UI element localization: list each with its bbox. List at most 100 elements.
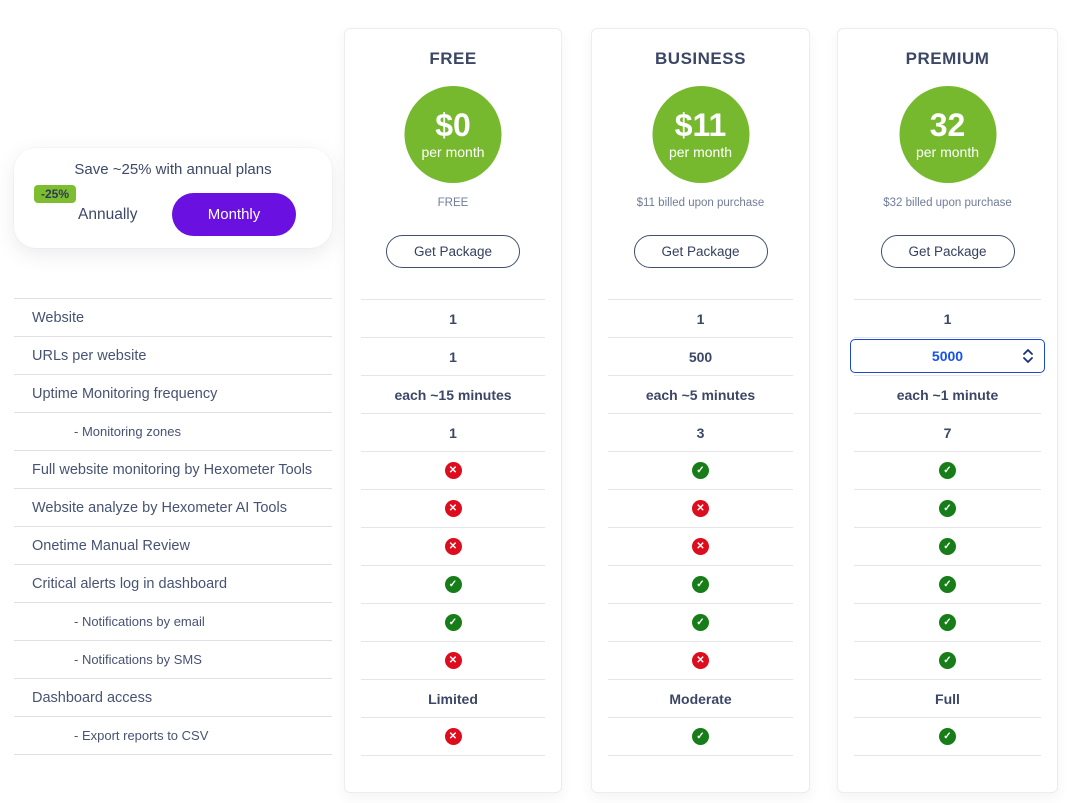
plan-value-row: ✓ bbox=[854, 603, 1041, 641]
plan-value-text: each ~15 minutes bbox=[394, 386, 512, 403]
plan-value-text: 3 bbox=[696, 424, 705, 441]
feature-row: Website bbox=[14, 298, 332, 336]
price: 32 bbox=[929, 107, 966, 143]
check-icon: ✓ bbox=[692, 728, 709, 745]
plan-value-row: Moderate bbox=[608, 679, 793, 717]
urls-per-website-select[interactable]: 5000 bbox=[850, 339, 1045, 373]
check-icon: ✓ bbox=[692, 576, 709, 593]
plan-value-row: ✕ bbox=[361, 527, 545, 565]
plan-value-row: 3 bbox=[608, 413, 793, 451]
feature-label: - Notifications by email bbox=[74, 614, 205, 629]
annually-option[interactable]: Annually bbox=[78, 206, 138, 223]
plan-name: BUSINESS bbox=[655, 49, 746, 68]
plan-value-row: ✕ bbox=[361, 641, 545, 679]
feature-row: Onetime Manual Review bbox=[14, 526, 332, 564]
plan-name: FREE bbox=[429, 49, 477, 68]
billing-note: FREE bbox=[437, 197, 469, 209]
check-icon: ✓ bbox=[444, 576, 462, 593]
discount-badge: -25% bbox=[34, 185, 77, 203]
plan-value-row: ✓ bbox=[608, 603, 793, 641]
plan-value-text: each ~5 minutes bbox=[645, 386, 756, 403]
plan-name: PREMIUM bbox=[905, 49, 990, 68]
feature-row: Uptime Monitoring frequency bbox=[14, 374, 332, 412]
plan-value-row: ✓ bbox=[854, 641, 1041, 679]
feature-label: Critical alerts log in dashboard bbox=[32, 575, 228, 592]
monthly-option[interactable]: Monthly bbox=[172, 193, 296, 236]
feature-row: URLs per website bbox=[14, 336, 332, 374]
price: $0 bbox=[435, 107, 471, 143]
feature-row: Dashboard access bbox=[14, 678, 332, 716]
check-icon: ✓ bbox=[939, 500, 956, 517]
plan-value-row: 1 bbox=[608, 299, 793, 337]
feature-label: URLs per website bbox=[32, 347, 147, 364]
get-package-button[interactable]: Get Package bbox=[633, 235, 768, 268]
price-circle: $0 per month bbox=[404, 86, 502, 183]
check-icon: ✓ bbox=[939, 728, 956, 745]
plan-value-row: each ~15 minutes bbox=[361, 375, 545, 413]
plan-value-row: ✕ bbox=[608, 489, 793, 527]
plan-value-row: Limited bbox=[361, 679, 545, 717]
feature-label: Website analyze by Hexometer AI Tools bbox=[32, 499, 287, 516]
price-circle: $11 per month bbox=[652, 86, 749, 183]
plan-value-text: Full bbox=[935, 690, 960, 707]
plan-value-row: ✓ bbox=[361, 565, 545, 603]
plan-value-text: Limited bbox=[428, 690, 478, 707]
plan-rows: 1 1 each ~15 minutes 1 ✕ ✕ ✕ ✓ ✓ ✕ Limited ✕ bbox=[361, 299, 545, 756]
cross-icon: ✕ bbox=[444, 500, 462, 517]
plan-value-row: 7 bbox=[854, 413, 1041, 451]
check-icon: ✓ bbox=[939, 538, 956, 555]
plan-value-row: ✓ bbox=[361, 603, 545, 641]
price: $11 bbox=[674, 107, 727, 143]
plan-value-row: 1 bbox=[361, 337, 545, 375]
cross-icon: ✕ bbox=[444, 462, 462, 479]
cross-icon: ✕ bbox=[692, 500, 709, 517]
feature-row: Critical alerts log in dashboard bbox=[14, 564, 332, 602]
plan-value-text: 1 bbox=[449, 348, 457, 365]
cross-icon: ✕ bbox=[692, 538, 709, 555]
plan-value-text: 7 bbox=[943, 424, 952, 441]
cross-icon: ✕ bbox=[444, 728, 462, 745]
feature-label: Onetime Manual Review bbox=[32, 537, 190, 554]
plan-value-row: ✓ bbox=[854, 717, 1041, 755]
plan-rows: 1 5000 each ~1 minute 7 ✓ ✓ ✓ ✓ ✓ ✓ Full ✓ bbox=[850, 299, 1045, 756]
plan-value-row: each ~1 minute bbox=[854, 375, 1041, 413]
check-icon: ✓ bbox=[939, 462, 956, 479]
chevron-up-down-icon bbox=[1022, 348, 1034, 364]
plan-value-row: ✓ bbox=[854, 451, 1041, 489]
plan-value-row: 5000 bbox=[850, 337, 1045, 375]
plan-card-free: FREE $0 per month FREE Get Package 1 1 eac… bbox=[344, 28, 562, 793]
plan-value-row: each ~5 minutes bbox=[608, 375, 793, 413]
plan-value-row: ✓ bbox=[854, 565, 1041, 603]
cross-icon: ✕ bbox=[444, 538, 462, 555]
plan-value-row: ✓ bbox=[854, 489, 1041, 527]
feature-row: - Export reports to CSV bbox=[14, 716, 332, 754]
billing-note: $11 billed upon purchase bbox=[636, 197, 765, 209]
plan-card-premium: PREMIUM 32 per month $32 billed upon pur… bbox=[837, 28, 1058, 793]
plan-value-text: each ~1 minute bbox=[896, 386, 999, 403]
plan-value-row: Full bbox=[854, 679, 1041, 717]
feature-label: - Export reports to CSV bbox=[74, 728, 209, 743]
feature-row: Website analyze by Hexometer AI Tools bbox=[14, 488, 332, 526]
toggle-title: Save ~25% with annual plans bbox=[74, 161, 272, 178]
feature-row: - Monitoring zones bbox=[14, 412, 332, 450]
plan-value-text: 1 bbox=[449, 424, 457, 441]
feature-label: Website bbox=[32, 309, 85, 326]
cross-icon: ✕ bbox=[692, 652, 709, 669]
plan-value-text: 1 bbox=[449, 310, 457, 327]
feature-row: Full website monitoring by Hexometer Too… bbox=[14, 450, 332, 488]
get-package-button[interactable]: Get Package bbox=[386, 235, 520, 268]
get-package-button[interactable]: Get Package bbox=[880, 235, 1015, 268]
plan-value-row: 500 bbox=[608, 337, 793, 375]
feature-row: - Notifications by email bbox=[14, 602, 332, 640]
feature-label: - Notifications by SMS bbox=[74, 652, 202, 667]
plan-value-row: ✕ bbox=[361, 717, 545, 755]
plan-rows: 1 500 each ~5 minutes 3 ✓ ✕ ✕ ✓ ✓ ✕ Moderate ✓ bbox=[608, 299, 793, 756]
plan-value-text: Moderate bbox=[669, 690, 732, 707]
billing-toggle-card: Save ~25% with annual plans -25% Annuall… bbox=[14, 148, 332, 248]
price-circle: 32 per month bbox=[899, 86, 996, 183]
plan-value-row: ✕ bbox=[608, 527, 793, 565]
price-period: per month bbox=[421, 144, 485, 160]
plan-value-text: 500 bbox=[688, 348, 713, 365]
plan-value-row: 1 bbox=[854, 299, 1041, 337]
